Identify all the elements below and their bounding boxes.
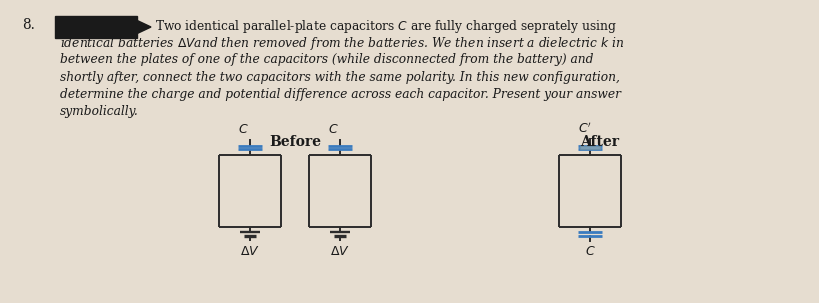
Text: $\Delta V$: $\Delta V$	[330, 245, 350, 258]
Text: $C$: $C$	[584, 245, 595, 258]
Text: Two identical parallel-plate capacitors $C$ are fully charged seprately using: Two identical parallel-plate capacitors …	[155, 18, 617, 35]
Text: determine the charge and potential difference across each capacitor. Present you: determine the charge and potential diffe…	[60, 88, 620, 101]
Text: between the plates of one of the capacitors (while disconnected from the battery: between the plates of one of the capacit…	[60, 53, 593, 66]
Text: $C$: $C$	[238, 123, 249, 136]
Text: 8.: 8.	[22, 18, 35, 32]
FancyBboxPatch shape	[579, 146, 600, 149]
Text: $C'$: $C'$	[577, 122, 591, 136]
Text: identical batteries $\Delta V$and then removed from the batteries. We then inser: identical batteries $\Delta V$and then r…	[60, 35, 624, 52]
Text: shortly after, connect the two capacitors with the same polarity. In this new co: shortly after, connect the two capacitor…	[60, 71, 619, 84]
Text: $\Delta V$: $\Delta V$	[240, 245, 260, 258]
FancyBboxPatch shape	[55, 16, 137, 38]
Text: Before: Before	[269, 135, 320, 149]
Text: $C$: $C$	[328, 123, 339, 136]
Text: symbolically.: symbolically.	[60, 105, 138, 118]
Polygon shape	[137, 20, 151, 34]
Text: After: After	[580, 135, 618, 149]
